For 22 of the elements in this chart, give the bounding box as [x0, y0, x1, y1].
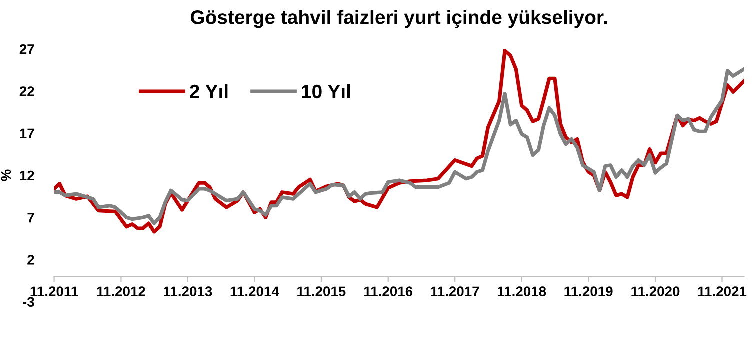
chart-title: Gösterge tahvil faizleri yurt içinde yükseliyor. — [190, 10, 608, 28]
x-tick-label: 11.2011 — [30, 286, 78, 297]
x-tick-label: 11.2014 — [230, 286, 280, 297]
y-tick-label: 2 — [28, 255, 34, 265]
y-axis-title: % — [1, 170, 12, 182]
x-tick-label: 11.2016 — [364, 286, 413, 297]
x-tick-label: 11.2012 — [97, 286, 146, 297]
x-tick-label: 11.2020 — [632, 286, 680, 297]
y-tick-label: 7 — [28, 213, 34, 223]
x-tick-label: 11.2017 — [431, 286, 480, 297]
x-tick-label: 11.2019 — [564, 286, 613, 297]
y-tick-label: 17 — [20, 128, 34, 138]
x-tick-label: 11.2013 — [164, 286, 212, 297]
y-tick-label: 22 — [20, 86, 34, 96]
y-tick-label: -3 — [23, 297, 34, 308]
y-tick-label: 12 — [20, 170, 34, 181]
legend-label: 10 Yıl — [302, 84, 350, 99]
x-tick-label: 11.2015 — [298, 286, 346, 297]
y-tick-label: 27 — [20, 44, 34, 54]
x-tick-label: 11.2021 — [698, 286, 747, 297]
x-tick-label: 11.2018 — [498, 286, 546, 297]
legend-label: 2 Yıl — [190, 84, 228, 98]
